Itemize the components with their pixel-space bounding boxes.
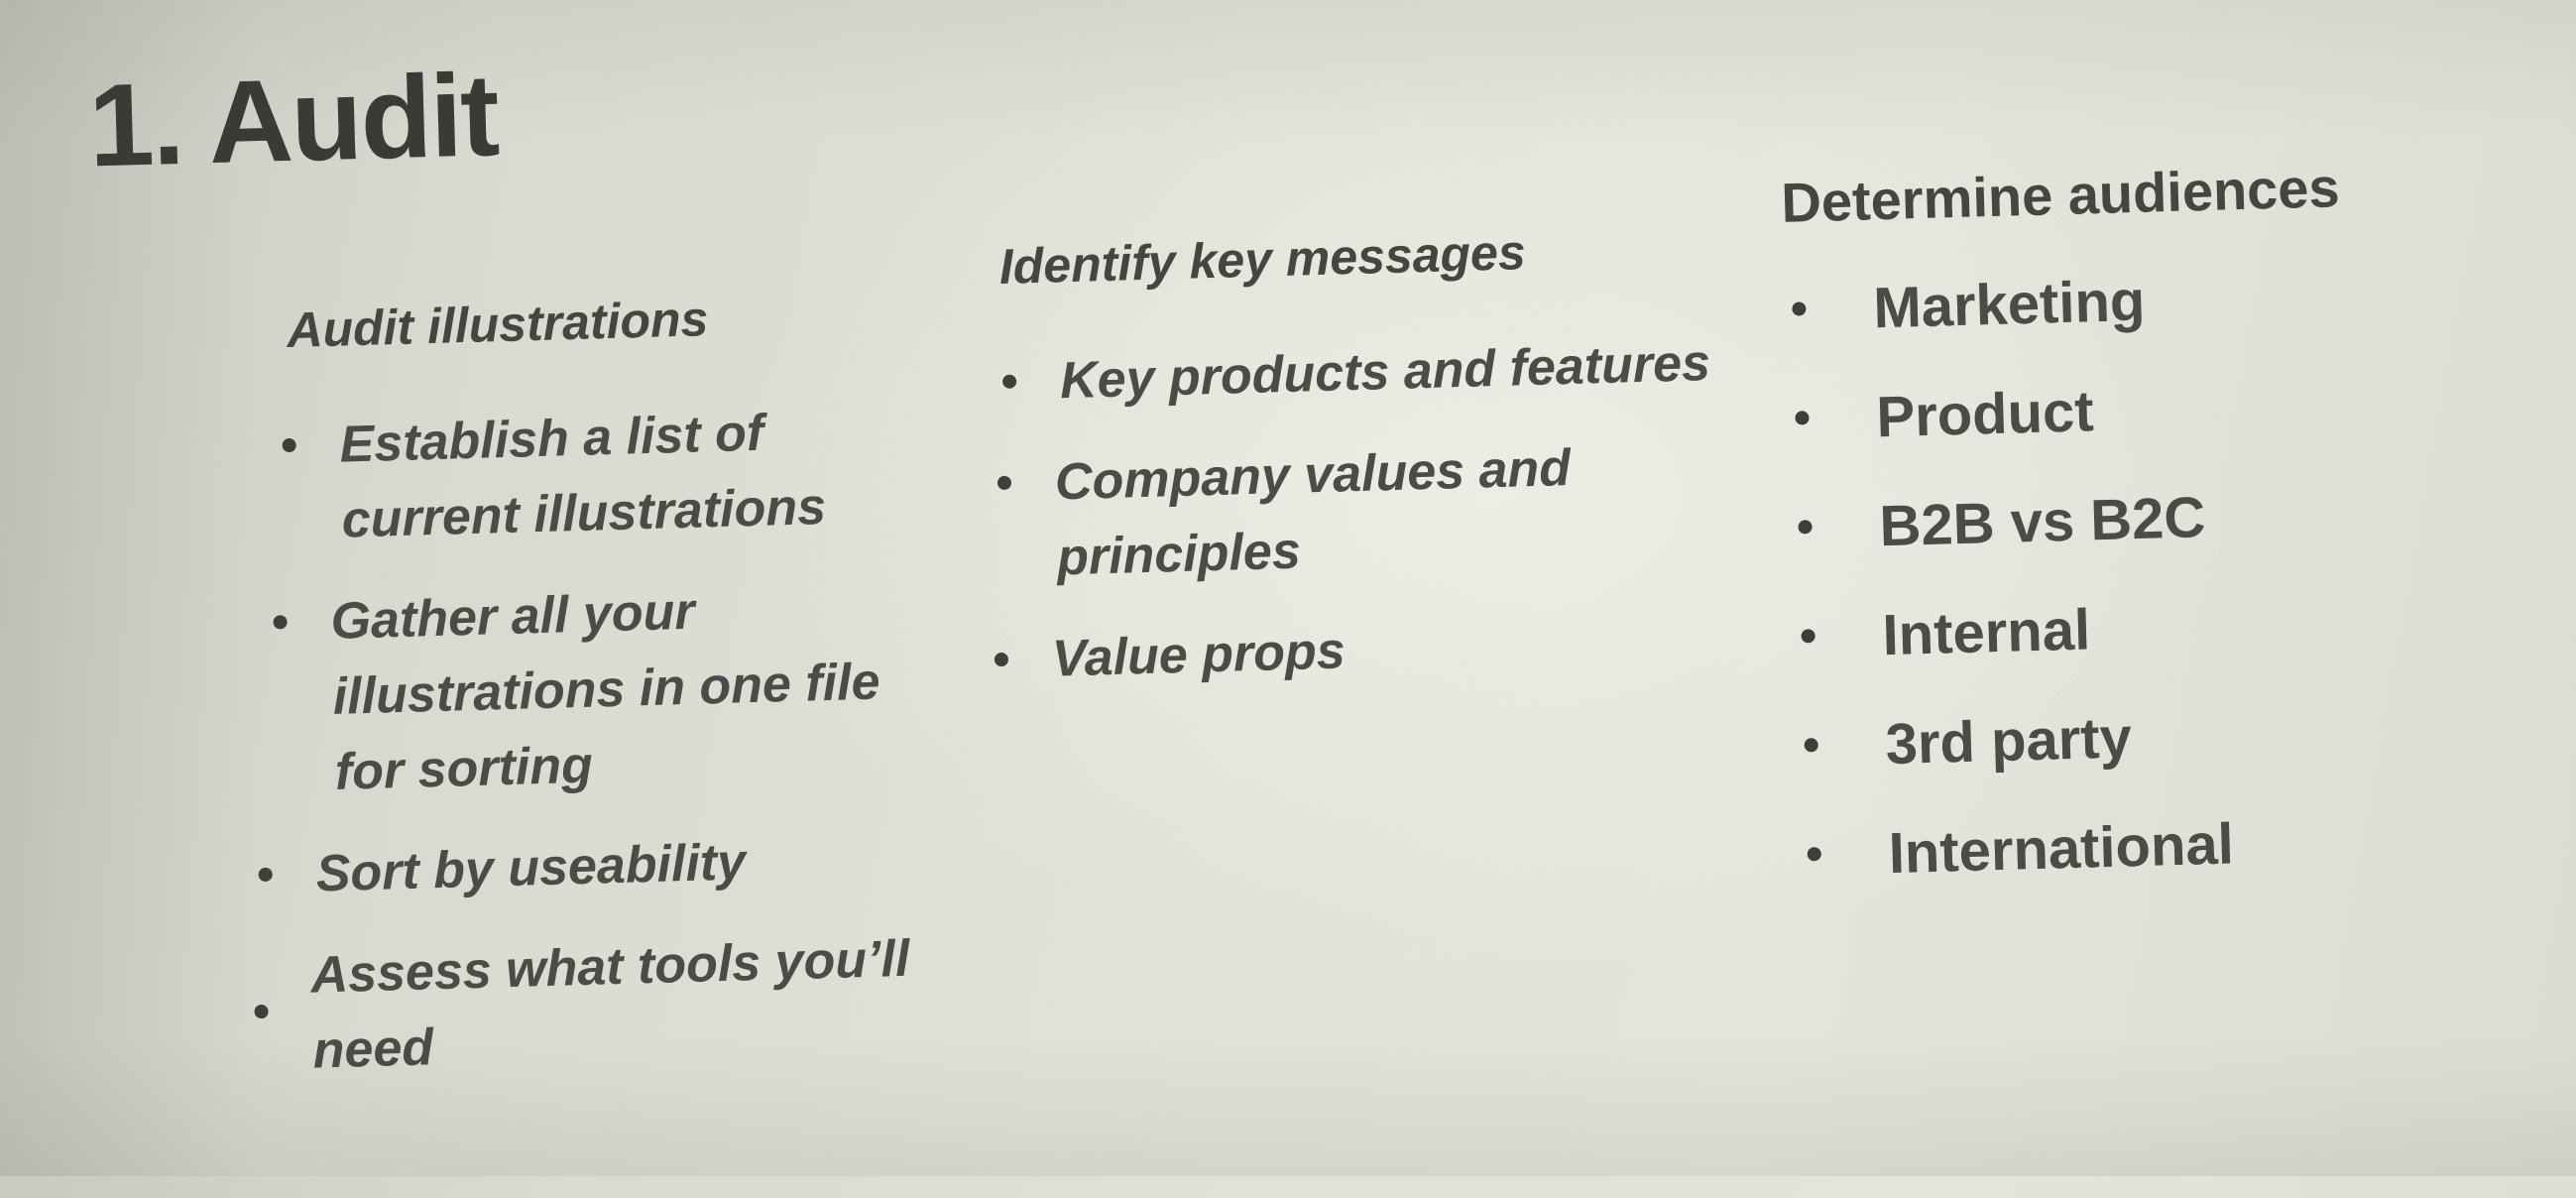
list-item-text: Key products and features	[1059, 333, 1711, 411]
list-item: Marketing	[1783, 255, 2479, 348]
list-item: Gather all your illustrations in one fil…	[273, 567, 927, 811]
list-item: Establish a list of current illustration…	[282, 391, 920, 559]
list-item-text: Gather all your illustrations in one fil…	[329, 582, 881, 801]
list-item: 3rd party	[1796, 691, 2492, 784]
list-item-text: 3rd party	[1884, 705, 2133, 778]
list-item: Assess what tools you’ll need	[253, 920, 935, 1090]
list-item: Internal	[1793, 582, 2489, 675]
list-item: Product	[1787, 364, 2483, 457]
bullet-icon	[282, 437, 296, 453]
list-item: Value props	[994, 603, 1725, 699]
bullet-icon	[1001, 374, 1017, 389]
bullet-icon	[996, 475, 1012, 491]
list-item-text: B2B vs B2C	[1878, 485, 2207, 559]
bullet-icon	[1795, 411, 1810, 425]
list-item-text: Marketing	[1872, 268, 2147, 341]
list-item: B2B vs B2C	[1790, 473, 2486, 566]
bullet-icon	[254, 1004, 269, 1019]
list-item-text: Internal	[1881, 597, 2091, 668]
column-heading: Audit illustrations	[286, 291, 710, 359]
list-item-text: Product	[1875, 379, 2095, 450]
list-item-text: Value props	[1051, 622, 1347, 688]
list-item: Company values and principles	[996, 426, 1722, 597]
column-audit-illustrations: Audit illustrations Establish a list of …	[254, 284, 936, 1115]
slide-title: 1. Audit	[86, 50, 500, 192]
list-item-text: Sort by useability	[314, 833, 747, 903]
bullet-icon	[1807, 847, 1821, 862]
bullet-list: Marketing Product B2B vs B2C Internal 3r…	[1783, 255, 2494, 893]
bullet-list: Key products and features Company values…	[994, 325, 1725, 698]
list-item-text: International	[1887, 811, 2235, 887]
list-item-text: Company values and principles	[1054, 438, 1572, 587]
bullet-icon	[1798, 520, 1813, 535]
list-item: Key products and features	[1001, 325, 1717, 420]
bullet-icon	[994, 652, 1009, 667]
column-determine-audiences: Determine audiences Marketing Product B2…	[1781, 151, 2496, 928]
column-identify-key-messages: Identify key messages Key products and f…	[994, 218, 1725, 724]
list-item: Sort by useability	[258, 819, 930, 913]
bullet-list: Establish a list of current illustration…	[254, 391, 935, 1089]
list-item-text: Establish a list of current illustration…	[338, 404, 827, 549]
column-heading: Determine audiences	[1780, 156, 2341, 234]
bullet-icon	[1804, 738, 1818, 753]
bullet-icon	[258, 867, 273, 883]
list-item: International	[1799, 800, 2495, 894]
bullet-icon	[1792, 301, 1807, 316]
list-item-text: Assess what tools you’ll need	[309, 929, 911, 1080]
bullet-icon	[1801, 629, 1815, 644]
bullet-icon	[273, 615, 288, 630]
column-heading: Identify key messages	[998, 224, 1527, 295]
